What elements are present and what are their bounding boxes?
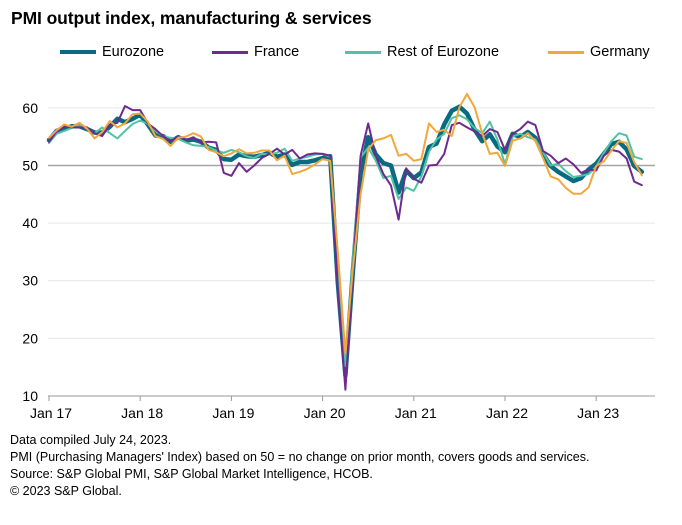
legend-swatch-france <box>212 50 248 54</box>
legend-label-eurozone: Eurozone <box>102 44 165 60</box>
y-tick-label-40: 40 <box>22 215 38 231</box>
footer-compiled: Data compiled July 24, 2023. <box>10 433 172 447</box>
chart-footer: Data compiled July 24, 2023. PMI (Purcha… <box>10 432 589 500</box>
series-line-germany <box>48 93 643 355</box>
x-tick-label: Jan 22 <box>486 405 528 421</box>
legend-item-rest-of-eurozone: Rest of Eurozone <box>345 44 499 60</box>
y-tick-label-30: 30 <box>22 273 38 289</box>
x-tick-label: Jan 17 <box>30 405 72 421</box>
legend-swatch-germany <box>548 50 584 54</box>
line-chart: 10 20 30 40 50 60 Jan 17 Jan 18 Jan 19 Jan 20 Jan … <box>22 93 655 421</box>
x-tick-label: Jan 18 <box>121 405 163 421</box>
x-tick-label: Jan 20 <box>304 405 346 421</box>
legend-item-eurozone: Eurozone <box>60 44 164 60</box>
legend-label-france: France <box>254 44 300 60</box>
legend-swatch-rest-of-eurozone <box>345 50 381 54</box>
chart-axes: 10 20 30 40 50 60 Jan 17 Jan 18 Jan 19 Jan 20 Jan … <box>22 100 655 421</box>
legend-item-france: France <box>212 44 299 60</box>
y-tick-label-50: 50 <box>22 157 38 173</box>
series-line-eurozone <box>46 104 645 378</box>
x-tick-label: Jan 21 <box>395 405 437 421</box>
y-tick-label-10: 10 <box>22 388 38 404</box>
legend-swatch-eurozone <box>60 50 96 54</box>
legend-label-germany: Germany <box>590 44 650 60</box>
y-tick-label-20: 20 <box>22 330 38 346</box>
series-lines <box>46 93 645 391</box>
y-tick-label-60: 60 <box>22 100 38 116</box>
footer-copyright: © 2023 S&P Global. <box>10 484 122 498</box>
series-line-rest-of-eurozone <box>48 114 643 367</box>
x-tick-label: Jan 23 <box>577 405 619 421</box>
footer-source: Source: S&P Global PMI, S&P Global Marke… <box>10 467 373 481</box>
chart-legend: Eurozone France Rest of Eurozone Germany <box>0 44 682 64</box>
x-tick-label: Jan 19 <box>212 405 254 421</box>
legend-label-rest-of-eurozone: Rest of Eurozone <box>387 44 500 60</box>
footer-definition: PMI (Purchasing Managers' Index) based o… <box>10 450 590 464</box>
legend-item-germany: Germany <box>548 44 650 60</box>
chart-title: PMI output index, manufacturing & servic… <box>11 8 372 28</box>
